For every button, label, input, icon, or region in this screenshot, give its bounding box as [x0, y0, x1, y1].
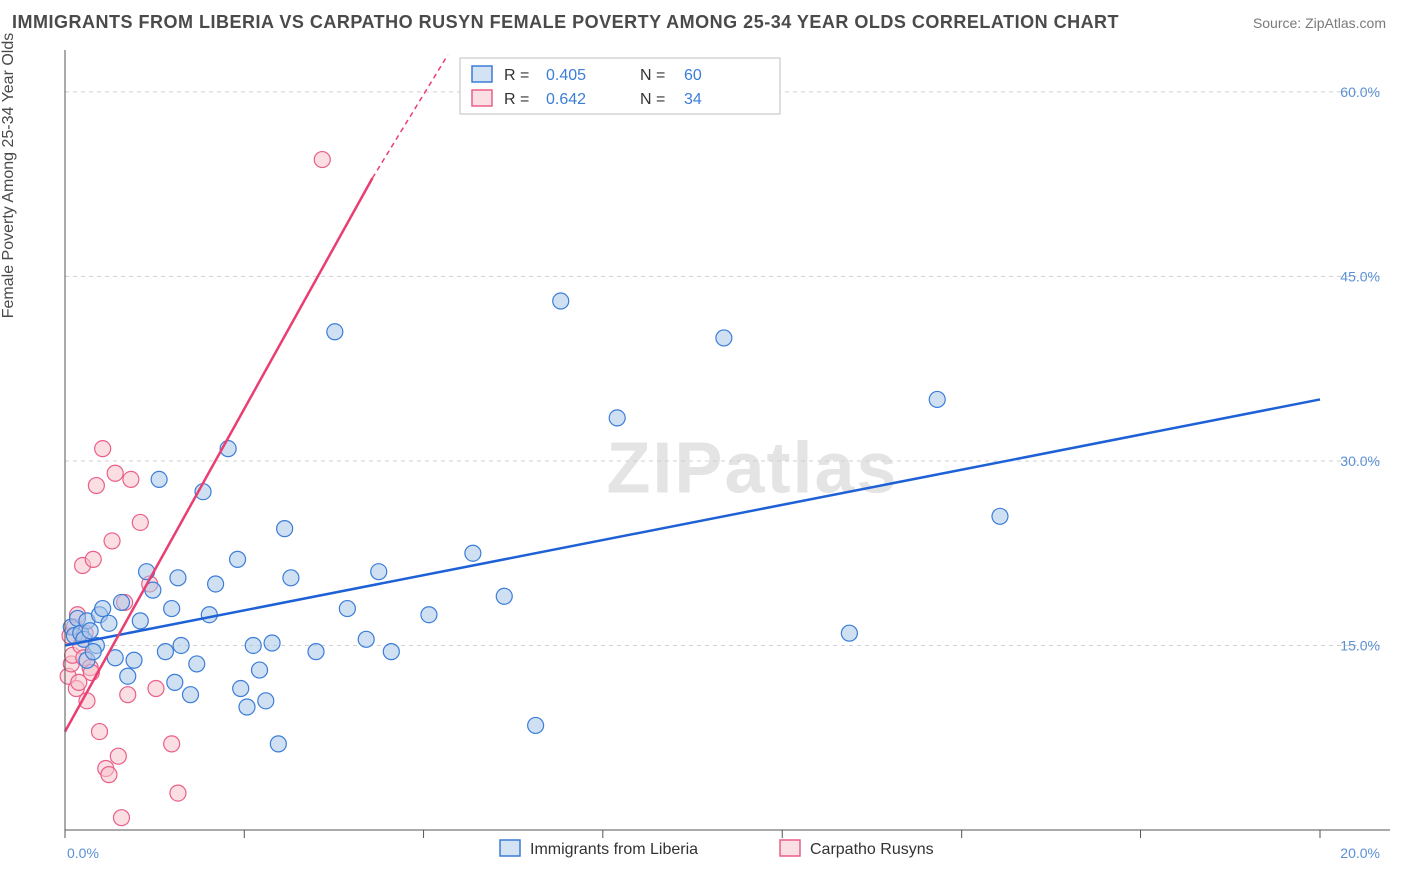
- data-point: [465, 545, 481, 561]
- y-axis-label: Female Poverty Among 25-34 Year Olds: [0, 33, 18, 319]
- data-point: [283, 570, 299, 586]
- data-point: [189, 656, 205, 672]
- data-point: [85, 551, 101, 567]
- legend-label-blue: Immigrants from Liberia: [530, 841, 698, 858]
- data-point: [277, 521, 293, 537]
- legend-label-pink: Carpatho Rusyns: [810, 841, 934, 858]
- data-point: [208, 576, 224, 592]
- data-point: [239, 699, 255, 715]
- data-point: [95, 601, 111, 617]
- data-point: [496, 588, 512, 604]
- svg-text:0.642: 0.642: [546, 91, 586, 108]
- svg-text:45.0%: 45.0%: [1340, 268, 1380, 284]
- data-point: [173, 637, 189, 653]
- data-point: [101, 767, 117, 783]
- data-point: [371, 564, 387, 580]
- data-point: [82, 623, 98, 639]
- legend-swatch-blue: [500, 840, 520, 856]
- data-point: [107, 465, 123, 481]
- source-label: Source: ZipAtlas.com: [1253, 15, 1386, 31]
- data-point: [110, 748, 126, 764]
- data-point: [126, 652, 142, 668]
- data-point: [308, 644, 324, 660]
- data-point: [148, 681, 164, 697]
- data-point: [95, 441, 111, 457]
- svg-text:N =: N =: [640, 91, 665, 108]
- data-point: [164, 601, 180, 617]
- svg-text:30.0%: 30.0%: [1340, 453, 1380, 469]
- svg-text:34: 34: [684, 91, 702, 108]
- data-point: [528, 717, 544, 733]
- data-point: [553, 293, 569, 309]
- data-point: [88, 478, 104, 494]
- data-point: [327, 324, 343, 340]
- svg-text:15.0%: 15.0%: [1340, 637, 1380, 653]
- data-point: [104, 533, 120, 549]
- data-point: [314, 152, 330, 168]
- data-point: [358, 631, 374, 647]
- trendline-pink-dash: [372, 55, 447, 178]
- data-point: [132, 613, 148, 629]
- svg-text:ZIPatlas: ZIPatlas: [606, 429, 898, 509]
- data-point: [716, 330, 732, 346]
- data-point: [123, 471, 139, 487]
- data-point: [258, 693, 274, 709]
- legend-swatch-pink: [780, 840, 800, 856]
- data-point: [245, 637, 261, 653]
- data-point: [120, 687, 136, 703]
- data-point: [383, 644, 399, 660]
- data-point: [609, 410, 625, 426]
- svg-text:R =: R =: [504, 91, 529, 108]
- data-point: [201, 607, 217, 623]
- data-point: [85, 644, 101, 660]
- data-point: [183, 687, 199, 703]
- data-point: [929, 391, 945, 407]
- data-point: [151, 471, 167, 487]
- svg-text:60.0%: 60.0%: [1340, 84, 1380, 100]
- data-point: [339, 601, 355, 617]
- data-point: [120, 668, 136, 684]
- data-point: [164, 736, 180, 752]
- data-point: [264, 635, 280, 651]
- scatter-chart: 15.0% 30.0% 45.0% 60.0% ZIPatlas 0.0% 20.0% R =…: [10, 40, 1396, 882]
- data-point: [233, 681, 249, 697]
- data-point: [113, 594, 129, 610]
- data-point: [157, 644, 173, 660]
- svg-text:0.405: 0.405: [546, 67, 586, 84]
- data-point: [132, 514, 148, 530]
- data-point: [421, 607, 437, 623]
- data-point: [167, 674, 183, 690]
- svg-text:60: 60: [684, 67, 702, 84]
- data-point: [101, 615, 117, 631]
- svg-text:R =: R =: [504, 67, 529, 84]
- trendline-pink: [65, 178, 372, 732]
- data-point: [170, 785, 186, 801]
- data-point: [841, 625, 857, 641]
- data-point: [270, 736, 286, 752]
- data-point: [992, 508, 1008, 524]
- svg-text:0.0%: 0.0%: [67, 845, 99, 861]
- data-point: [230, 551, 246, 567]
- data-point: [92, 724, 108, 740]
- data-point: [139, 564, 155, 580]
- svg-text:20.0%: 20.0%: [1340, 845, 1380, 861]
- chart-title: IMMIGRANTS FROM LIBERIA VS CARPATHO RUSY…: [12, 12, 1119, 33]
- data-point: [170, 570, 186, 586]
- data-point: [113, 810, 129, 826]
- data-point: [252, 662, 268, 678]
- svg-text:N =: N =: [640, 67, 665, 84]
